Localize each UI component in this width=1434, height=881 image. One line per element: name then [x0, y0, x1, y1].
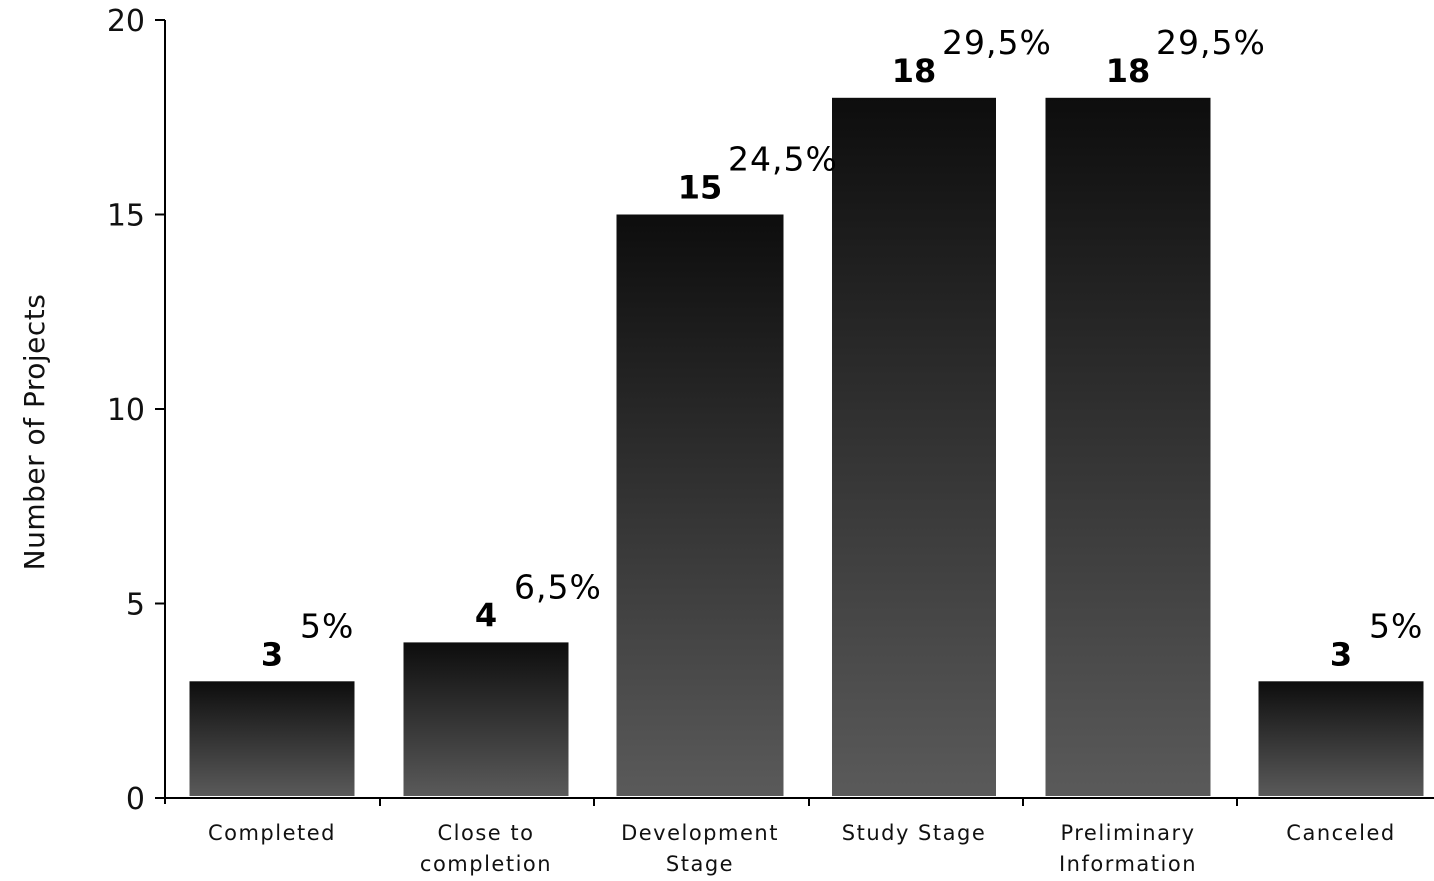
bar-value-label: 3	[261, 635, 283, 673]
axes	[155, 19, 1434, 806]
x-category-label: Information	[1059, 852, 1197, 876]
bar-percent-label: 6,5%	[514, 567, 602, 606]
x-category-label: completion	[420, 852, 552, 876]
bar-percent-label: 5%	[300, 606, 354, 645]
x-category-label: Preliminary	[1060, 821, 1195, 845]
bars	[189, 97, 1424, 797]
bar-percent-label: 29,5%	[1156, 23, 1266, 62]
bar-value-label: 4	[475, 596, 497, 634]
bar	[403, 642, 569, 796]
labels: 0 5 10 15 20 3 5% Completed 4 6,5% Close to complet…	[107, 4, 1423, 876]
x-category-label: Development	[621, 821, 779, 845]
bar-value-label: 3	[1330, 635, 1352, 673]
y-axis-label: Number of Projects	[18, 294, 51, 571]
bar-percent-label: 5%	[1369, 606, 1423, 645]
bar-percent-label: 24,5%	[728, 140, 838, 179]
y-tick-label: 5	[126, 588, 145, 623]
bar-value-label: 18	[892, 52, 937, 90]
y-tick-label: 15	[107, 199, 145, 234]
bar-value-label: 15	[678, 169, 723, 207]
bar	[1258, 681, 1424, 796]
x-category-label: Study Stage	[842, 821, 987, 845]
bar-value-label: 18	[1106, 52, 1151, 90]
y-tick-label: 0	[126, 782, 145, 817]
bar-percent-label: 29,5%	[942, 23, 1052, 62]
bar	[616, 214, 784, 796]
y-tick-label: 20	[107, 4, 145, 39]
x-category-label: Completed	[208, 821, 336, 845]
x-category-label: Close to	[438, 821, 535, 845]
bar	[832, 97, 996, 797]
x-category-label: Stage	[666, 852, 734, 876]
bar	[1045, 97, 1211, 797]
x-category-label: Canceled	[1286, 821, 1395, 845]
y-tick-label: 10	[107, 393, 145, 428]
bar	[189, 681, 355, 796]
